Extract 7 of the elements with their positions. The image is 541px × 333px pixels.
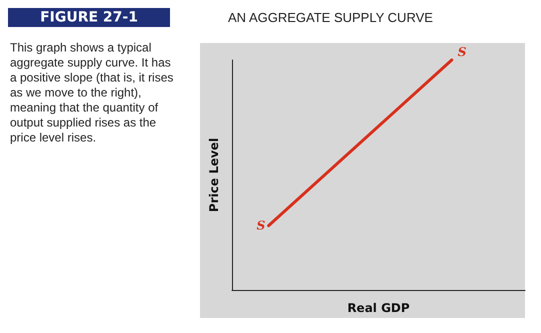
chart-title: AN AGGREGATE SUPPLY CURVE (228, 10, 434, 25)
text: FIGURE 27-1 (40, 10, 138, 26)
y-axis-title: Price Level (207, 138, 221, 212)
text: This graph shows a typical aggregate supply curve. It has a positive slope (that is, it rises as we move to the right), meaning that the quantity of output supplied rises as the price level rises. (10, 40, 177, 144)
text: S (458, 45, 467, 59)
annotation: S (256, 218, 266, 233)
x-axis-title: Real GDP (347, 301, 410, 315)
